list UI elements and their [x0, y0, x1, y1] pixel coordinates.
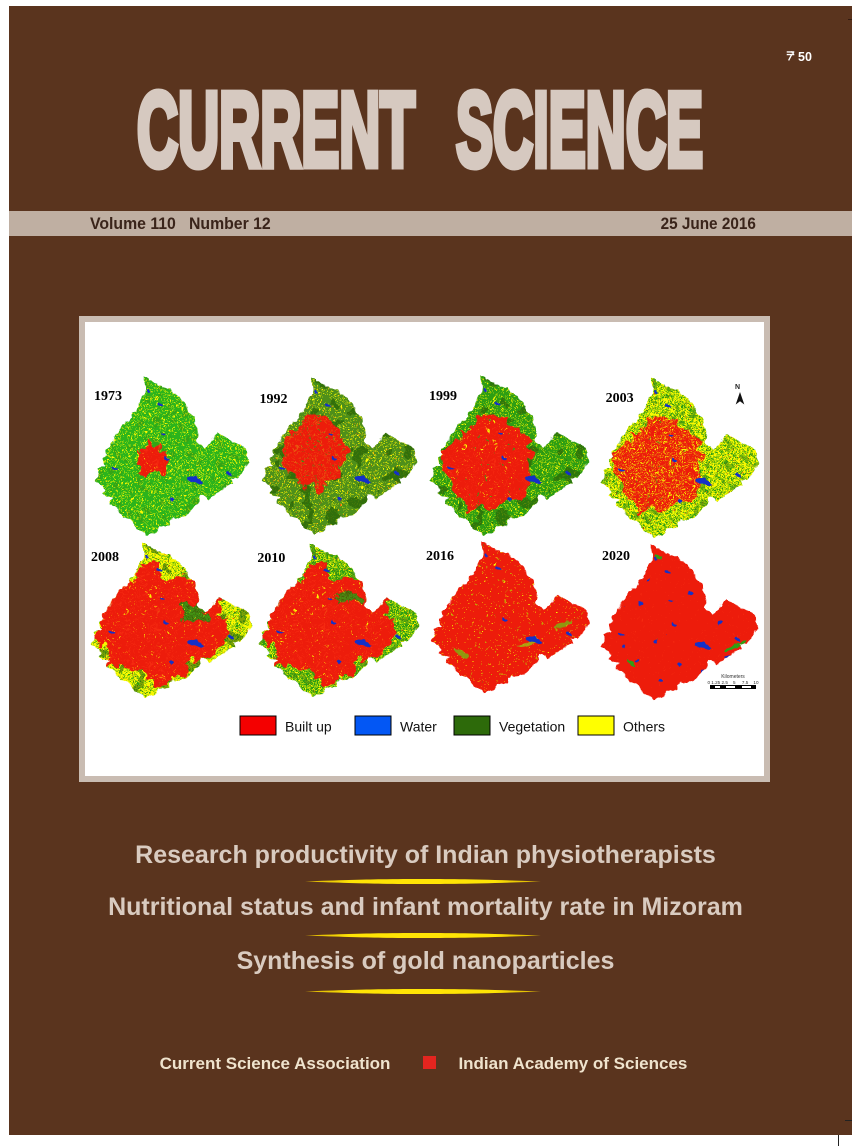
- svg-text:Vegetation: Vegetation: [499, 719, 565, 735]
- svg-text:2008: 2008: [91, 550, 119, 565]
- svg-text:1999: 1999: [429, 389, 457, 404]
- svg-text:2016: 2016: [426, 549, 454, 564]
- svg-text:Built up: Built up: [285, 719, 332, 735]
- svg-text:N: N: [735, 384, 740, 391]
- svg-text:CURRENT: CURRENT: [137, 71, 415, 189]
- svg-text:SCIENCE: SCIENCE: [456, 71, 703, 189]
- svg-text:2010: 2010: [257, 551, 285, 566]
- svg-text:0 1.25 2.5 5 7.5 10: 0 1.25 2.5 5 7.5 10: [707, 680, 759, 685]
- svg-text:1973: 1973: [94, 389, 122, 404]
- svg-text:2003: 2003: [606, 391, 634, 406]
- svg-text:2020: 2020: [602, 549, 630, 564]
- svg-text:Water: Water: [400, 719, 437, 735]
- svg-text:1992: 1992: [260, 392, 288, 407]
- svg-text:Others: Others: [623, 719, 665, 735]
- svg-text:Kilometers: Kilometers: [721, 674, 745, 680]
